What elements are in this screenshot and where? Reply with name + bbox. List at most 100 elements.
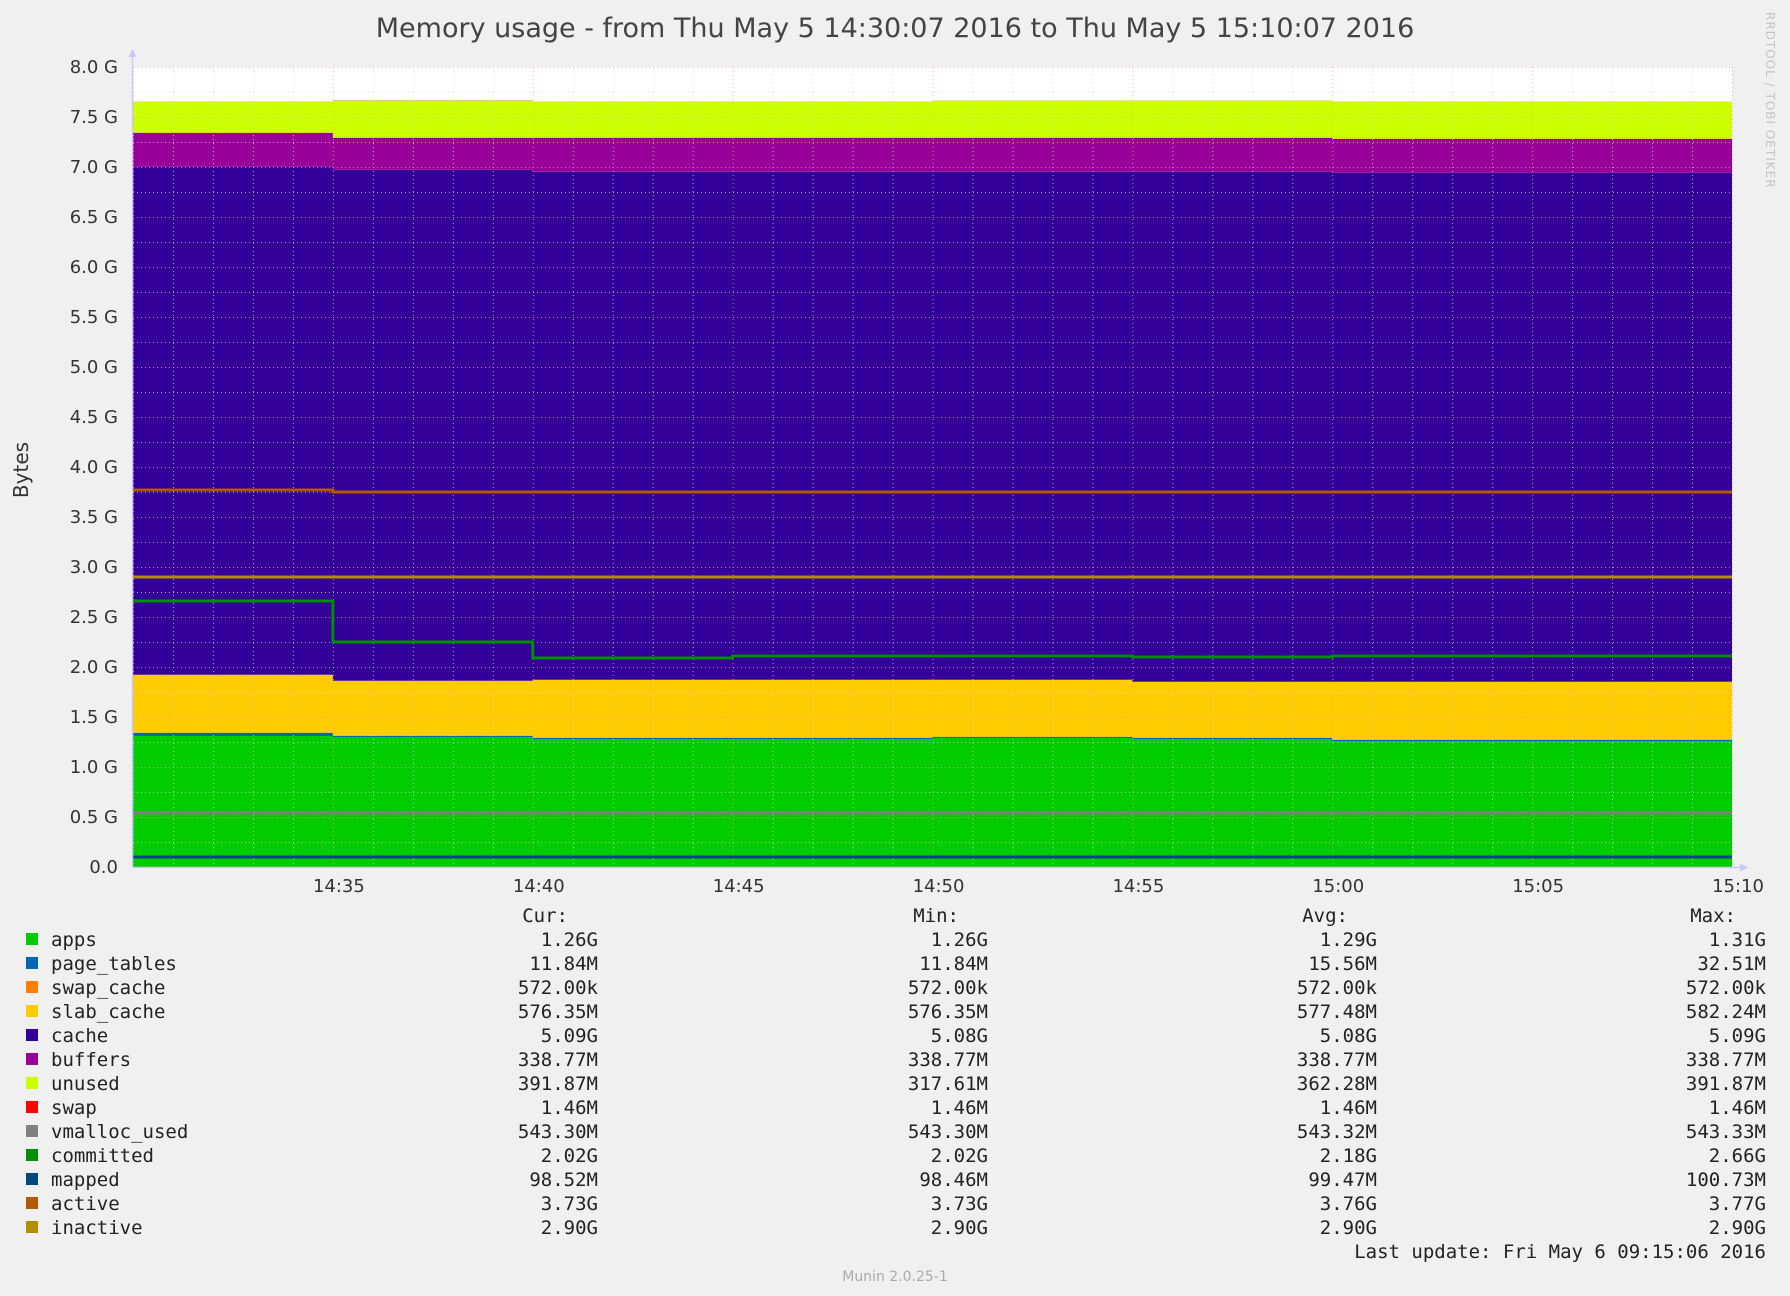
- legend-series-name: committed: [51, 1145, 154, 1167]
- y-tick-label: 5.5 G: [70, 307, 118, 328]
- line-active: [133, 488, 1732, 494]
- legend-row-committed: committed 2.02G 2.02G 2.18G 2.66G: [26, 1145, 1766, 1167]
- legend-cur-value: 572.00k: [518, 977, 599, 999]
- legend-avg-value: 5.08G: [1320, 1025, 1377, 1047]
- legend-header-cur: Cur:: [522, 905, 568, 927]
- legend-series-name: swap: [51, 1097, 97, 1119]
- x-tick-label: 14:45: [713, 876, 765, 897]
- chart-title: Memory usage - from Thu May 5 14:30:07 2…: [376, 13, 1415, 44]
- x-tick-label: 15:00: [1312, 876, 1364, 897]
- y-tick-label: 2.5 G: [70, 607, 118, 628]
- legend-swatch: [26, 1125, 38, 1137]
- rrdtool-watermark: RRDTOOL / TOBI OETIKER: [1763, 12, 1777, 189]
- legend-cur-value: 98.52M: [529, 1169, 598, 1191]
- legend-row-page-tables: page_tables 11.84M 11.84M 15.56M 32.51M: [26, 953, 1766, 975]
- legend-avg-value: 572.00k: [1297, 977, 1378, 999]
- legend-max-value: 338.77M: [1686, 1049, 1766, 1071]
- legend-series-name: slab_cache: [51, 1001, 165, 1023]
- legend-row-vmalloc-used: vmalloc_used 543.30M 543.30M 543.32M 543.33M: [26, 1121, 1766, 1143]
- legend-min-value: 3.73G: [931, 1193, 988, 1215]
- legend-series-name: buffers: [51, 1049, 131, 1071]
- legend-swatch: [26, 1005, 38, 1017]
- legend-series-name: inactive: [51, 1217, 143, 1239]
- legend-min-value: 2.02G: [931, 1145, 988, 1167]
- legend-series-name: vmalloc_used: [51, 1121, 188, 1143]
- y-tick-label: 5.0 G: [70, 357, 118, 378]
- legend-min-value: 1.26G: [931, 929, 988, 951]
- legend-avg-value: 543.32M: [1297, 1121, 1377, 1143]
- legend-max-value: 1.46M: [1709, 1097, 1766, 1119]
- legend-series-name: swap_cache: [51, 977, 165, 999]
- legend-max-value: 572.00k: [1686, 977, 1767, 999]
- legend-swatch: [26, 933, 38, 945]
- x-tick-labels: 14:35 14:40 14:45 14:50 14:55 15:00 15:05 15:10: [313, 876, 1764, 897]
- legend-cur-value: 543.30M: [518, 1121, 598, 1143]
- legend-avg-value: 15.56M: [1308, 953, 1377, 975]
- legend-swatch: [26, 1101, 38, 1113]
- legend-row-active: active 3.73G 3.73G 3.76G 3.77G: [26, 1193, 1766, 1215]
- y-tick-label: 0.0: [89, 857, 118, 878]
- legend-avg-value: 2.90G: [1320, 1217, 1377, 1239]
- legend-min-value: 1.46M: [931, 1097, 988, 1119]
- legend-swatch: [26, 1197, 38, 1209]
- y-axis-label: Bytes: [9, 442, 33, 498]
- legend-min-value: 317.61M: [908, 1073, 988, 1095]
- legend-max-value: 543.33M: [1686, 1121, 1766, 1143]
- legend-series-name: cache: [51, 1025, 108, 1047]
- y-tick-label: 7.0 G: [70, 157, 118, 178]
- y-tick-label: 3.5 G: [70, 507, 118, 528]
- legend-row-slab-cache: slab_cache 576.35M 576.35M 577.48M 582.24M: [26, 1001, 1766, 1023]
- legend-series-name: page_tables: [51, 953, 177, 975]
- legend-min-value: 5.08G: [931, 1025, 988, 1047]
- legend-avg-value: 1.46M: [1320, 1097, 1377, 1119]
- legend-swatch: [26, 1149, 38, 1161]
- legend-swatch: [26, 957, 38, 969]
- legend-series-name: unused: [51, 1073, 120, 1095]
- y-tick-label: 1.5 G: [70, 707, 118, 728]
- legend-row-swap: swap 1.46M 1.46M 1.46M 1.46M: [26, 1097, 1766, 1119]
- legend-cur-value: 3.73G: [541, 1193, 598, 1215]
- munin-version: Munin 2.0.25-1: [842, 1269, 948, 1285]
- legend-max-value: 2.90G: [1709, 1217, 1766, 1239]
- legend-max-value: 32.51M: [1697, 953, 1766, 975]
- legend-cur-value: 2.02G: [541, 1145, 598, 1167]
- y-axis-arrow: [128, 49, 137, 57]
- y-tick-label: 4.0 G: [70, 457, 118, 478]
- legend-avg-value: 3.76G: [1320, 1193, 1377, 1215]
- area-buffers: [133, 132, 1732, 173]
- legend-series-name: mapped: [51, 1169, 120, 1191]
- x-tick-label: 14:40: [513, 876, 565, 897]
- legend-avg-value: 362.28M: [1297, 1073, 1377, 1095]
- x-tick-label: 15:05: [1512, 876, 1564, 897]
- legend-min-value: 338.77M: [908, 1049, 988, 1071]
- y-tick-label: 1.0 G: [70, 757, 118, 778]
- legend-header-max: Max:: [1690, 905, 1736, 927]
- y-tick-label: 3.0 G: [70, 557, 118, 578]
- line-series: [133, 488, 1732, 859]
- legend-avg-value: 577.48M: [1297, 1001, 1377, 1023]
- y-tick-label: 7.5 G: [70, 107, 118, 128]
- x-tick-label: 14:50: [913, 876, 965, 897]
- last-update: Last update: Fri May 6 09:15:06 2016: [1354, 1241, 1766, 1263]
- line-committed: [133, 599, 1732, 660]
- legend-cur-value: 2.90G: [541, 1217, 598, 1239]
- legend-row-apps: apps 1.26G 1.26G 1.29G 1.31G: [26, 929, 1766, 951]
- legend-cur-value: 1.26G: [541, 929, 598, 951]
- legend-min-value: 2.90G: [931, 1217, 988, 1239]
- y-tick-label: 2.0 G: [70, 657, 118, 678]
- legend-cur-value: 391.87M: [518, 1073, 598, 1095]
- legend-avg-value: 338.77M: [1297, 1049, 1377, 1071]
- grid-lines: [133, 67, 1733, 868]
- axes: [128, 49, 1748, 872]
- legend-cur-value: 1.46M: [541, 1097, 598, 1119]
- legend-cur-value: 5.09G: [541, 1025, 598, 1047]
- legend-row-mapped: mapped 98.52M 98.46M 99.47M 100.73M: [26, 1169, 1766, 1191]
- legend-swatch: [26, 981, 38, 993]
- legend-cur-value: 576.35M: [518, 1001, 598, 1023]
- legend-max-value: 1.31G: [1709, 929, 1766, 951]
- y-tick-label: 6.0 G: [70, 257, 118, 278]
- legend-min-value: 572.00k: [908, 977, 989, 999]
- legend-min-value: 543.30M: [908, 1121, 988, 1143]
- legend-swatch: [26, 1173, 38, 1185]
